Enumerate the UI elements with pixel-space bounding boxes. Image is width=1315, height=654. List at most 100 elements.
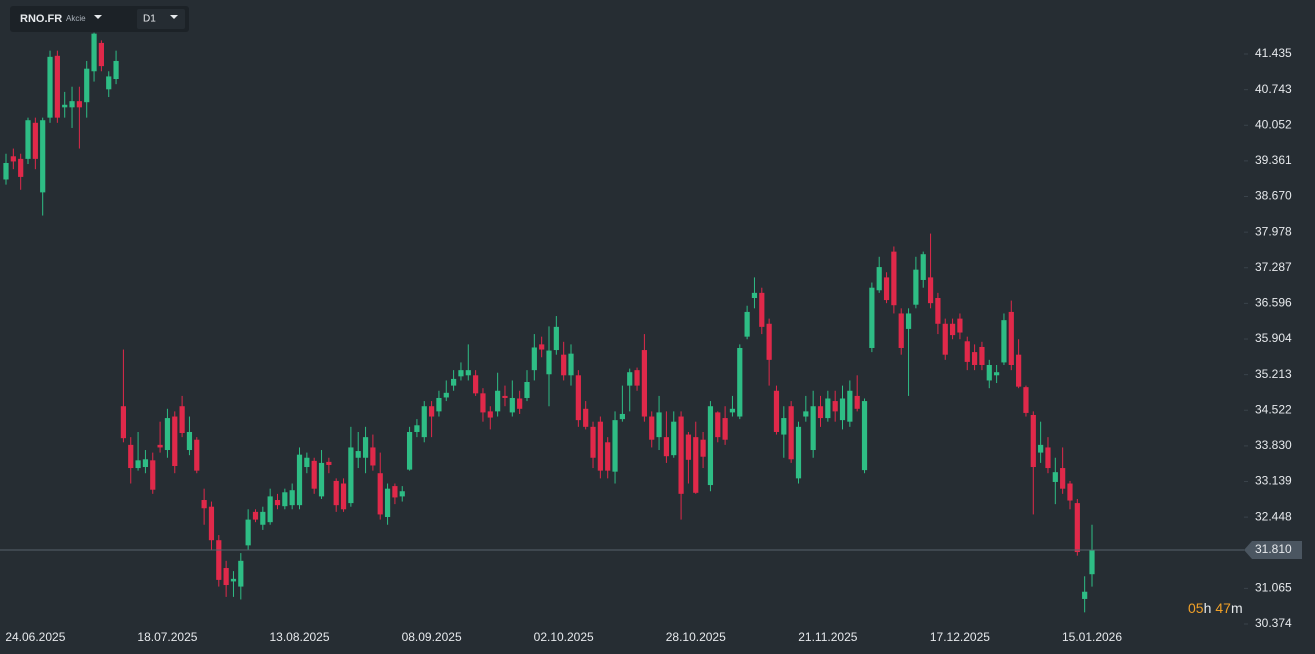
- y-tick-label: 37.978: [1255, 224, 1292, 238]
- candle-body: [1082, 591, 1088, 599]
- candle-body: [443, 392, 449, 398]
- y-tick-label: 34.522: [1255, 402, 1292, 416]
- x-tick-label: 13.08.2025: [269, 630, 329, 644]
- candle-body: [737, 347, 743, 417]
- candle-body: [1089, 549, 1095, 575]
- candle-body: [10, 156, 16, 162]
- timeframe-dropdown[interactable]: [170, 15, 178, 19]
- candle-body: [252, 511, 259, 520]
- candle-body: [942, 323, 948, 355]
- candle-body: [421, 406, 427, 438]
- candle-body: [238, 560, 244, 587]
- candle-body: [597, 421, 603, 471]
- y-tick-label: 32.448: [1255, 509, 1292, 523]
- candle-body: [1030, 414, 1036, 468]
- timeframe[interactable]: D1: [143, 14, 156, 25]
- candle-body: [561, 354, 567, 376]
- candle-body: [876, 267, 882, 291]
- candle-body: [913, 269, 919, 305]
- candle-body: [495, 390, 501, 412]
- candle-body: [509, 397, 515, 413]
- candle-body: [861, 401, 868, 471]
- y-tick-label: 40.743: [1255, 82, 1292, 96]
- candle-body: [1060, 468, 1066, 489]
- candle-body: [47, 56, 53, 118]
- y-tick-label: 39.361: [1255, 153, 1292, 167]
- symbol-dropdown[interactable]: [94, 15, 102, 19]
- candle-body: [568, 353, 574, 376]
- candle-body: [707, 406, 714, 486]
- candle-body: [898, 313, 904, 348]
- candle-body: [348, 447, 354, 504]
- candle-body: [986, 364, 992, 381]
- candle-body: [40, 120, 46, 193]
- candle-body: [18, 158, 24, 177]
- candle-body: [553, 326, 559, 351]
- candle-body: [891, 251, 897, 306]
- candle-body: [54, 55, 60, 118]
- candle-body: [1008, 311, 1014, 365]
- candle-body: [282, 492, 288, 507]
- countdown-m: m: [1231, 600, 1243, 616]
- candle-body: [994, 372, 1000, 376]
- candle-body: [267, 496, 273, 523]
- candle-body: [1074, 503, 1080, 553]
- y-tick-label: 35.904: [1255, 331, 1292, 345]
- candle-body: [32, 122, 38, 159]
- candle-body: [62, 104, 68, 108]
- candle-body: [663, 437, 670, 457]
- candle-body: [605, 442, 611, 471]
- candle-body: [458, 370, 464, 377]
- candle-body: [326, 461, 332, 465]
- candle-body: [487, 411, 493, 418]
- candle-body: [817, 406, 824, 419]
- candle-body: [927, 277, 934, 304]
- candle-body: [201, 500, 207, 509]
- candle-body: [216, 540, 222, 580]
- last-price-label: 31.810: [1255, 542, 1292, 556]
- candle-body: [370, 447, 376, 466]
- candle-body: [3, 162, 9, 180]
- candle-body: [289, 490, 295, 506]
- candle-body: [91, 33, 97, 72]
- candle-body: [333, 480, 339, 506]
- y-tick-label: 33.139: [1255, 474, 1292, 488]
- x-tick-label: 21.11.2025: [798, 630, 857, 644]
- candle-body: [781, 418, 787, 435]
- candle-body: [583, 408, 589, 427]
- candle-body: [883, 277, 890, 301]
- candle-body: [106, 76, 112, 90]
- y-tick-label: 36.596: [1255, 296, 1292, 310]
- candle-body: [795, 426, 802, 479]
- candle-body: [627, 372, 633, 386]
- candle-body: [69, 101, 75, 108]
- candle-body: [194, 439, 200, 471]
- last-price-tag: [1244, 540, 1302, 559]
- candle-body: [905, 313, 912, 329]
- candle-body: [25, 120, 31, 159]
- countdown-minutes: 47: [1215, 600, 1231, 616]
- timeframe-box[interactable]: [137, 9, 185, 29]
- candle-body: [84, 68, 90, 103]
- candle-body: [245, 519, 251, 546]
- candle-body: [524, 382, 530, 398]
- candle-body: [825, 398, 831, 419]
- toolbar: RNO.FR Akcie D1: [10, 6, 189, 32]
- candle-body: [172, 416, 178, 466]
- y-tick-label: 41.435: [1255, 46, 1292, 60]
- x-tick-label: 15.01.2026: [1062, 630, 1122, 644]
- candle-body: [671, 421, 677, 456]
- candle-body: [142, 459, 149, 468]
- candle-body: [773, 390, 780, 432]
- candle-body: [1023, 387, 1029, 413]
- x-tick-label: 17.12.2025: [930, 630, 990, 644]
- candle-body: [788, 406, 794, 460]
- candle-body: [854, 395, 860, 409]
- symbol[interactable]: RNO.FR: [20, 13, 62, 25]
- y-tick-label: 30.374: [1255, 616, 1292, 630]
- candle-body: [744, 311, 750, 337]
- candle-body: [1016, 354, 1022, 387]
- candle-body: [113, 60, 119, 79]
- candle-body: [715, 412, 721, 438]
